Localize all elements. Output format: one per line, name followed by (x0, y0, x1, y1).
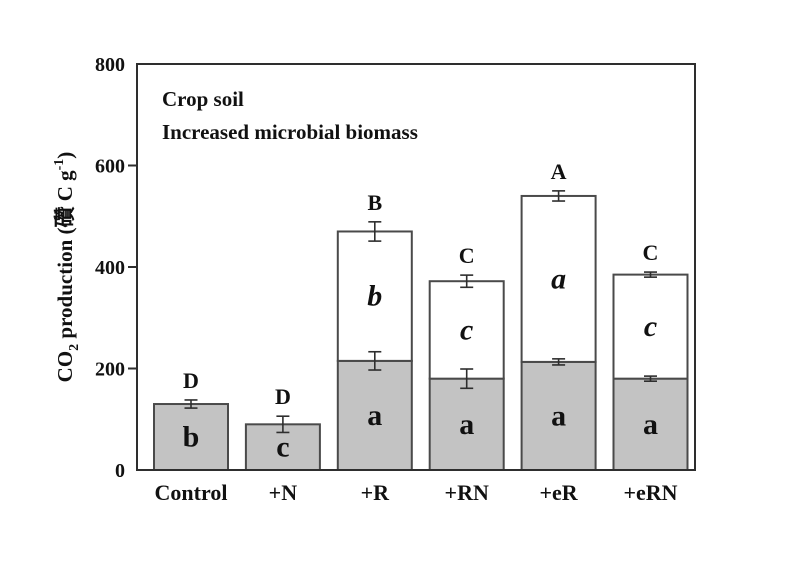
bar-white-segment-+eR (520, 194, 597, 363)
group-letter-+RN: C (459, 243, 475, 268)
y-tick-label: 400 (95, 257, 125, 279)
annotation-line-1: Crop soil (162, 87, 244, 111)
y-axis-label: CO2 production (礸 C g-1) (52, 152, 82, 383)
x-tick-label-Control: Control (155, 480, 228, 505)
bar-gray-segment-Control (153, 403, 229, 471)
group-letter-+eR: A (551, 159, 567, 184)
x-tick-label-+N: +N (269, 480, 298, 505)
x-tick-label-+RN: +RN (445, 480, 489, 505)
x-tick-label-+eRN: +eRN (623, 480, 677, 505)
y-tick-label: 0 (115, 460, 125, 482)
group-letter-+R: B (367, 190, 382, 215)
y-tick-label: 600 (95, 156, 125, 178)
gray-segment-letter-+N: c (276, 431, 289, 464)
group-letter-+eRN: C (643, 240, 659, 265)
white-segment-letter-+eR: a (551, 262, 566, 295)
group-letter-+N: D (275, 384, 291, 409)
x-tick-label-+R: +R (361, 480, 391, 505)
group-letter-Control: D (183, 368, 199, 393)
bar-gray-segment-+R (336, 359, 413, 472)
x-tick-label-+eR: +eR (539, 480, 578, 505)
gray-segment-letter-+eRN: a (643, 408, 658, 441)
annotation-line-2: Increased microbial biomass (162, 120, 418, 144)
y-tick-label: 800 (95, 54, 125, 76)
bar-gray-segment-+eR (520, 360, 597, 471)
white-segment-letter-+eRN: c (644, 310, 657, 343)
bar-gray-segment-+eRN (612, 377, 689, 471)
gray-segment-letter-+eR: a (551, 399, 566, 432)
gray-segment-letter-Control: b (183, 421, 200, 454)
white-segment-letter-+R: b (367, 280, 382, 313)
gray-segment-letter-+R: a (367, 399, 382, 432)
y-tick-label: 200 (95, 359, 125, 381)
white-segment-letter-+RN: c (460, 313, 473, 346)
gray-segment-letter-+RN: a (459, 408, 474, 441)
